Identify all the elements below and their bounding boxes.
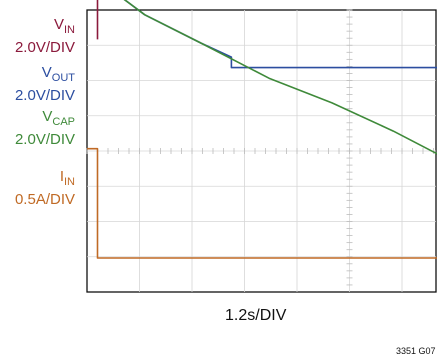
trace-vcap — [123, 0, 437, 155]
vcap-label: VCAP 2.0V/DIV — [0, 108, 75, 148]
traces-layer — [87, 0, 437, 259]
vout-name: VOUT — [41, 64, 75, 84]
vin-label: VIN 2.0V/DIV — [0, 16, 75, 56]
iin-name: IIN — [59, 168, 75, 188]
grid-lines — [86, 9, 436, 292]
vin-scale: 2.0V/DIV — [14, 39, 75, 56]
figure-id: 3351 G07 — [396, 346, 436, 356]
iin-label: IIN 0.5A/DIV — [0, 168, 75, 208]
vcap-scale: 2.0V/DIV — [14, 131, 75, 148]
vcap-name: VCAP — [42, 108, 75, 128]
x-axis-label: 1.2s/DIV — [225, 307, 287, 324]
trace-vout — [123, 0, 437, 69]
trace-iin — [87, 147, 437, 259]
vout-label: VOUT 2.0V/DIV — [0, 64, 75, 104]
vout-scale: 2.0V/DIV — [14, 87, 75, 104]
iin-scale: 0.5A/DIV — [14, 191, 75, 208]
vin-name: VIN — [53, 16, 75, 36]
